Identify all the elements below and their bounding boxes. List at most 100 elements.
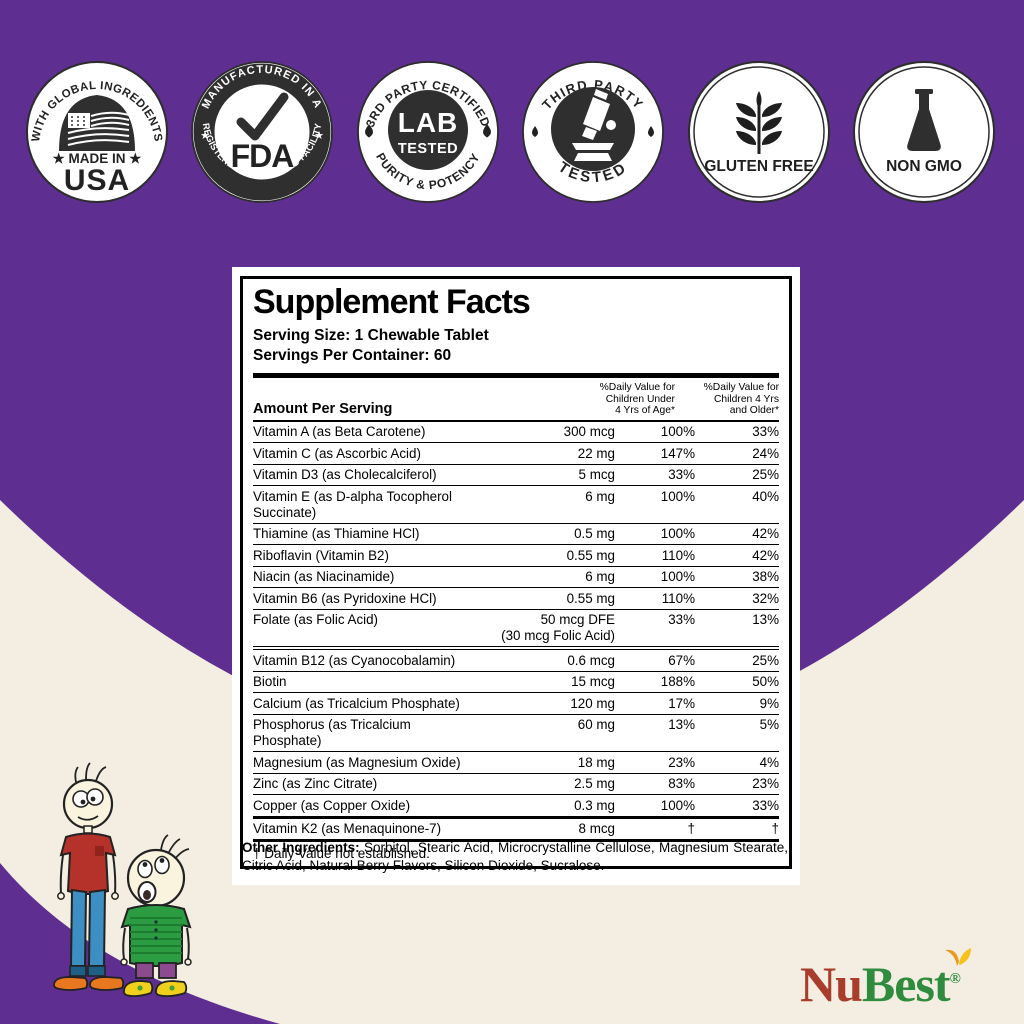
row-dv-under-4: 100%: [660, 569, 695, 585]
table-row: Thiamine (as Thiamine HCl) 0.5 mg 100% 42%: [253, 524, 779, 546]
row-amount: 0.55 mg: [566, 590, 615, 606]
row-nutrient-name: Folate (as Folic Acid): [253, 612, 379, 628]
header-line: Children Under: [605, 393, 675, 405]
tested-text: TESTED: [398, 141, 458, 157]
table-row: Riboflavin (Vitamin B2) 0.55 mg 110% 42%: [253, 545, 779, 567]
row-nutrient-name: Thiamine (as Thiamine HCl): [253, 526, 420, 542]
header-line: 4 Yrs of Age*: [615, 405, 675, 417]
supplement-rows: Vitamin A (as Beta Carotene) 300 mcg 100% 3…: [253, 422, 779, 843]
row-dv-4-plus: 23%: [752, 776, 779, 792]
row-nutrient-name: Vitamin B6 (as Pyridoxine HCl): [253, 590, 437, 606]
made-in-text: ★ MADE IN ★: [53, 151, 143, 166]
row-dv-4-plus: 50%: [752, 674, 779, 690]
row-dv-under-4: 100%: [660, 526, 695, 542]
brand-logo: NuBest®: [800, 948, 1015, 1012]
row-dv-under-4: 67%: [668, 652, 695, 668]
wheat-icon: [736, 91, 782, 154]
gluten-free-text: GLUTEN FREE: [704, 158, 813, 175]
supplement-facts-title: Supplement Facts: [253, 283, 531, 321]
row-amount: 0.5 mg: [574, 526, 615, 542]
row-amount: 6 mg: [585, 488, 615, 504]
row-nutrient-name: Magnesium (as Magnesium Oxide): [253, 754, 461, 770]
star-icon: ★: [314, 130, 324, 142]
row-nutrient-name: Copper (as Copper Oxide): [253, 797, 411, 813]
row-dv-4-plus: 9%: [759, 695, 779, 711]
table-row: Magnesium (as Magnesium Oxide) 18 mg 23% 4%: [253, 752, 779, 774]
other-ingredients-text: Sorbitol, Stearic Acid, Microcrystalline…: [242, 840, 788, 873]
row-dv-under-4: 147%: [660, 445, 695, 461]
row-amount: 15 mcg: [571, 674, 615, 690]
row-amount: 8 mcg: [578, 821, 615, 837]
servings-per-container: Servings Per Container: 60: [253, 346, 452, 364]
dv-under-4-header: %Daily Value for Children Under 4 Yrs of…: [571, 382, 675, 417]
row-dv-4-plus: †: [771, 821, 779, 837]
row-dv-4-plus: 40%: [752, 488, 779, 504]
table-row: Zinc (as Zinc Citrate) 2.5 mg 83% 23%: [253, 774, 779, 796]
row-dv-under-4: †: [687, 821, 695, 837]
row-nutrient-name: Vitamin E (as D-alpha Tocopherol Succina…: [253, 488, 452, 520]
row-nutrient-name: Riboflavin (Vitamin B2): [253, 547, 389, 563]
row-amount: 0.6 mcg: [567, 652, 615, 668]
table-row: Calcium (as Tricalcium Phosphate) 120 mg 1…: [253, 693, 779, 715]
row-dv-4-plus: 4%: [759, 754, 779, 770]
row-nutrient-name: Vitamin B12 (as Cyanocobalamin): [253, 652, 456, 668]
row-dv-4-plus: 24%: [752, 445, 779, 461]
table-row: Vitamin B12 (as Cyanocobalamin) 0.6 mcg 67…: [253, 650, 779, 672]
row-amount: 60 mg: [577, 717, 615, 733]
row-nutrient-name: Vitamin C (as Ascorbic Acid): [253, 445, 421, 461]
registered-mark: ®: [949, 971, 961, 987]
row-dv-4-plus: 13%: [752, 612, 779, 628]
row-dv-under-4: 17%: [668, 695, 695, 711]
row-dv-under-4: 110%: [661, 547, 695, 563]
droplet-icon: [531, 126, 539, 137]
fda-text: FDA: [231, 138, 295, 174]
row-amount: 18 mg: [577, 754, 615, 770]
checkmark-icon: [236, 92, 289, 141]
usa-text: USA: [64, 164, 130, 197]
logo-text-best: Best: [861, 956, 951, 1012]
row-amount: 300 mcg: [563, 424, 615, 440]
row-dv-under-4: 23%: [668, 754, 695, 770]
row-nutrient-name: Vitamin D3 (as Cholecalciferol): [253, 467, 437, 483]
row-dv-under-4: 83%: [668, 776, 695, 792]
row-amount: 50 mcg DFE (30 mcg Folic Acid): [501, 612, 615, 644]
row-dv-under-4: 110%: [661, 590, 695, 606]
row-dv-4-plus: 25%: [752, 467, 779, 483]
table-row: Vitamin B6 (as Pyridoxine HCl) 0.55 mg 110…: [253, 588, 779, 610]
small-kid: [120, 834, 192, 998]
row-dv-4-plus: 32%: [752, 590, 779, 606]
row-dv-4-plus: 42%: [752, 547, 779, 563]
row-dv-4-plus: 25%: [752, 652, 779, 668]
row-dv-4-plus: 38%: [752, 569, 779, 585]
row-nutrient-name: Calcium (as Tricalcium Phosphate): [253, 695, 460, 711]
header-line: Children 4 Yrs: [713, 393, 779, 405]
badge-gluten-free: GLUTEN FREE: [686, 59, 832, 205]
table-row: Folate (as Folic Acid) 50 mcg DFE (30 mcg…: [253, 610, 779, 651]
row-dv-under-4: 100%: [660, 797, 695, 813]
badge-non-gmo: NON GMO: [851, 59, 997, 205]
table-row: Phosphorus (as Tricalcium Phosphate) 60 m…: [253, 715, 779, 753]
row-dv-under-4: 13%: [668, 717, 695, 733]
amount-per-serving-header: Amount Per Serving: [253, 400, 393, 417]
droplet-icon: [483, 124, 491, 138]
supplement-facts-panel: Supplement Facts Serving Size: 1 Chewabl…: [232, 267, 800, 885]
supplement-facts-box: Supplement Facts Serving Size: 1 Chewabl…: [240, 276, 792, 870]
droplet-icon: [365, 124, 373, 138]
flask-icon: [907, 89, 941, 151]
badge-lab-tested: 3RD PARTY CERTIFIED PURITY & POTENCY LAB…: [355, 59, 501, 205]
logo-leaf-icon: [945, 948, 971, 966]
row-dv-under-4: 33%: [668, 612, 695, 628]
other-ingredients: Other Ingredients: Sorbitol, Stearic Aci…: [242, 839, 788, 875]
row-dv-under-4: 188%: [660, 674, 695, 690]
row-dv-under-4: 100%: [660, 424, 695, 440]
badge-fda-facility: MANUFACTURED IN A REGISTERED & INSPECTED…: [189, 59, 335, 205]
badge-third-party-tested: THIRD PARTY TESTED: [520, 59, 666, 205]
table-row: Vitamin D3 (as Cholecalciferol) 5 mcg 33% 2…: [253, 465, 779, 487]
row-nutrient-name: Vitamin A (as Beta Carotene): [253, 424, 426, 440]
us-flag-icon: [59, 95, 135, 151]
droplet-icon: [647, 126, 655, 137]
header-line: and Older*: [729, 405, 779, 417]
row-nutrient-name: Zinc (as Zinc Citrate): [253, 776, 378, 792]
table-row: Copper (as Copper Oxide) 0.3 mg 100% 33%: [253, 795, 779, 816]
table-row: Vitamin K2 (as Menaquinone-7) 8 mcg † †: [253, 815, 779, 843]
